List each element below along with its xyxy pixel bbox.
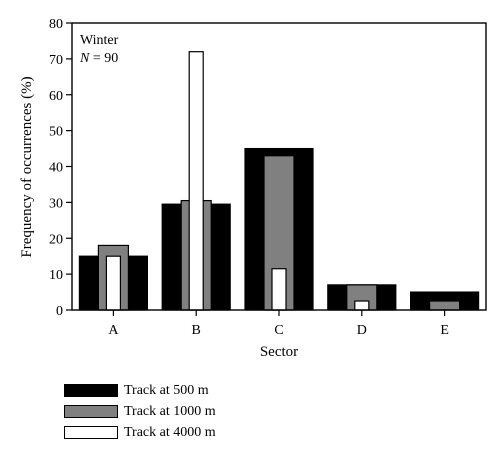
- bar-track-at-4000-m-b: [188, 51, 204, 311]
- x-tick-label-c: C: [274, 323, 283, 338]
- x-axis-label: Sector: [260, 344, 298, 360]
- legend-swatch-500m: [64, 384, 118, 397]
- legend-label-500m: Track at 500 m: [124, 382, 209, 398]
- x-tick-label-a: A: [108, 323, 119, 338]
- y-tick-label-0: 0: [56, 304, 63, 319]
- bar-track-at-4000-m-c: [271, 268, 287, 311]
- y-tick-label-50: 50: [49, 125, 63, 140]
- x-tick-label-e: E: [440, 323, 449, 338]
- y-tick-label-80: 80: [49, 17, 63, 32]
- bars-layer: [78, 51, 480, 311]
- bar-track-at-4000-m-a: [105, 255, 122, 311]
- y-tick-label-60: 60: [49, 89, 63, 104]
- x-tick-label-b: B: [192, 323, 201, 338]
- bar-track-at-1000-m-e: [429, 300, 461, 311]
- legend-item-500m: Track at 500 m: [64, 380, 216, 401]
- legend-item-4000m: Track at 4000 m: [64, 422, 216, 443]
- y-axis-label: Frequency of occurrences (%): [19, 76, 35, 257]
- legend-label-1000m: Track at 1000 m: [124, 403, 216, 419]
- legend-swatch-1000m: [64, 405, 118, 418]
- bar-track-at-1000-m-d: [346, 284, 378, 311]
- y-tick-label-40: 40: [49, 161, 63, 176]
- x-tick-label-d: D: [357, 323, 367, 338]
- legend-label-4000m: Track at 4000 m: [124, 424, 216, 440]
- legend: Track at 500 m Track at 1000 m Track at …: [64, 380, 216, 443]
- annotation-season: Winter: [80, 33, 119, 48]
- annotation-sample-size: N = 90: [79, 51, 118, 66]
- y-tick-label-20: 20: [49, 232, 63, 247]
- annotation-n-symbol: N: [79, 51, 90, 66]
- bar-track-at-4000-m-d: [354, 300, 370, 311]
- y-tick-label-70: 70: [49, 53, 63, 68]
- legend-item-1000m: Track at 1000 m: [64, 401, 216, 422]
- axes-layer: 0 10 20 30 40 50 60 70 80 A B C D E: [49, 17, 487, 338]
- legend-swatch-4000m: [64, 426, 118, 439]
- y-tick-label-10: 10: [49, 268, 63, 283]
- y-tick-label-30: 30: [49, 196, 63, 211]
- annotation-n-text: = 90: [89, 51, 118, 66]
